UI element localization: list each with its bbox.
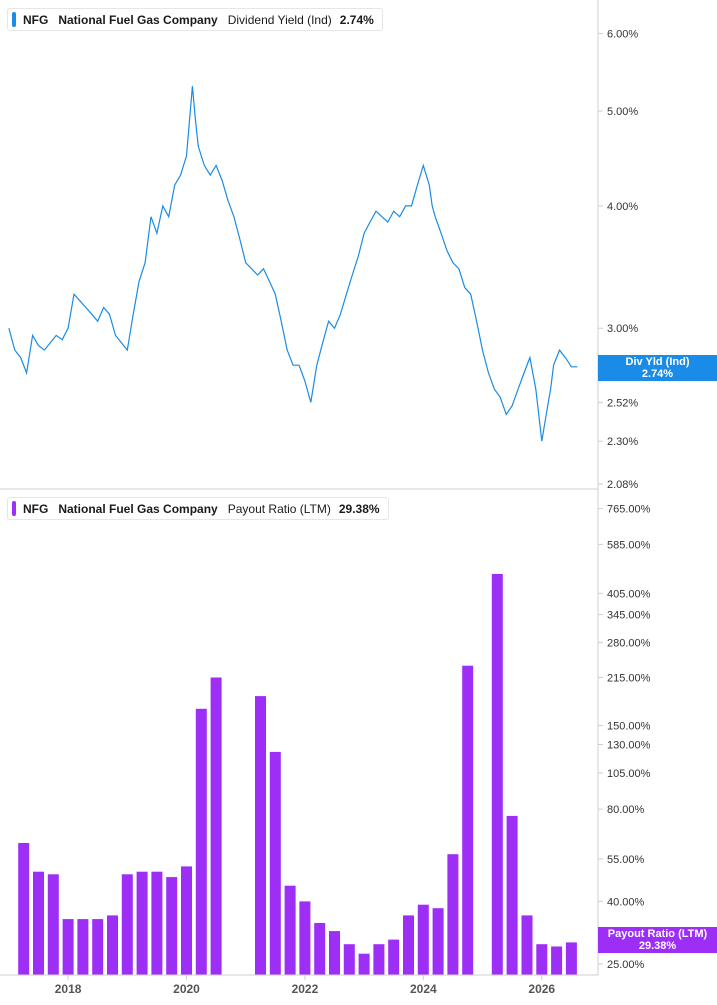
y-tick-label: 765.00% xyxy=(607,504,651,516)
y-tick-label: 25.00% xyxy=(607,959,645,971)
x-tick-label: 2026 xyxy=(528,982,555,996)
payout-bar xyxy=(107,915,118,975)
legend-ticker: NFG xyxy=(23,501,49,516)
legend-company: National Fuel Gas Company xyxy=(58,501,218,516)
top-y-axis: 6.00% 5.00% 4.00% 3.00% 2.52% 2.30% 2.08% xyxy=(598,28,638,491)
payout-bar xyxy=(403,915,414,975)
current-payout-label-title: Payout Ratio (LTM) xyxy=(607,928,708,940)
payout-ratio-bars xyxy=(18,574,577,975)
x-tick-label: 2024 xyxy=(410,982,437,996)
current-payout-label: Payout Ratio (LTM) 29.38% xyxy=(598,927,717,953)
top-legend[interactable]: NFG National Fuel Gas Company Dividend Y… xyxy=(7,8,383,31)
payout-bar xyxy=(210,677,222,975)
payout-bar xyxy=(77,919,89,975)
series-color-swatch xyxy=(12,12,16,27)
y-tick-label: 3.00% xyxy=(607,323,638,335)
y-tick-label: 2.30% xyxy=(607,436,638,448)
payout-bar xyxy=(491,574,503,975)
dividend-yield-line xyxy=(8,86,578,442)
payout-bar xyxy=(462,665,474,975)
payout-bar xyxy=(269,751,281,975)
legend-metric: Payout Ratio (LTM) xyxy=(227,501,331,516)
y-tick-label: 280.00% xyxy=(607,637,651,649)
y-tick-label: 105.00% xyxy=(607,768,651,780)
payout-bar xyxy=(18,843,30,975)
current-payout-label-value: 29.38% xyxy=(638,940,677,952)
payout-bar xyxy=(314,923,326,975)
payout-bar xyxy=(255,696,266,975)
current-yield-label-title: Div Yld (Ind) xyxy=(625,356,690,368)
legend-ticker: NFG xyxy=(23,12,49,27)
payout-bar xyxy=(299,901,311,975)
payout-bar xyxy=(284,885,296,975)
y-tick-label: 5.00% xyxy=(607,106,638,118)
payout-bar xyxy=(62,919,74,975)
payout-bar xyxy=(432,908,444,975)
payout-bar xyxy=(358,953,370,975)
y-tick-label: 345.00% xyxy=(607,610,651,622)
dividend-yield-panel: 6.00% 5.00% 4.00% 3.00% 2.52% 2.30% 2.08% xyxy=(8,28,638,491)
payout-bar xyxy=(92,919,104,975)
payout-bar xyxy=(33,871,44,975)
legend-metric: Dividend Yield (Ind) xyxy=(227,12,332,27)
y-tick-label: 585.00% xyxy=(607,539,651,551)
bottom-y-axis: 765.00% 585.00% 405.00% 345.00% 280.00% 215.0… xyxy=(598,504,651,971)
payout-bar xyxy=(565,942,577,975)
y-tick-label: 4.00% xyxy=(607,201,638,213)
y-tick-label: 130.00% xyxy=(607,740,651,752)
payout-bar xyxy=(447,854,459,975)
payout-bar xyxy=(506,815,518,975)
x-tick-label: 2020 xyxy=(173,982,200,996)
payout-bar xyxy=(47,874,59,975)
bottom-legend[interactable]: NFG National Fuel Gas Company Payout Rat… xyxy=(7,497,389,520)
payout-bar xyxy=(373,944,385,975)
payout-bar xyxy=(551,946,563,975)
payout-bar xyxy=(121,874,133,975)
payout-bar xyxy=(343,944,355,975)
current-yield-label-value: 2.74% xyxy=(641,368,674,380)
current-yield-label: Div Yld (Ind) 2.74% xyxy=(598,355,717,381)
payout-bar xyxy=(151,871,163,975)
payout-bar xyxy=(195,708,207,975)
payout-bar xyxy=(166,877,178,975)
legend-value: 29.38% xyxy=(338,501,380,516)
y-tick-label: 215.00% xyxy=(607,673,651,685)
y-tick-label: 2.52% xyxy=(607,397,638,409)
payout-bar xyxy=(521,915,533,975)
legend-value: 2.74% xyxy=(339,12,374,27)
x-tick-label: 2018 xyxy=(55,982,82,996)
x-tick-label: 2022 xyxy=(292,982,319,996)
y-tick-label: 55.00% xyxy=(607,854,645,866)
y-tick-label: 405.00% xyxy=(607,588,651,600)
y-tick-label: 40.00% xyxy=(607,896,645,908)
y-tick-label: 80.00% xyxy=(607,804,645,816)
y-tick-label: 150.00% xyxy=(607,720,651,732)
x-axis: 2018 2020 2022 2024 2026 xyxy=(55,975,555,996)
legend-company: National Fuel Gas Company xyxy=(58,12,218,27)
payout-ratio-panel: 765.00% 585.00% 405.00% 345.00% 280.00% 215.0… xyxy=(18,504,651,975)
y-tick-label: 6.00% xyxy=(607,28,638,40)
payout-bar xyxy=(536,944,548,975)
payout-bar xyxy=(181,866,192,975)
payout-bar xyxy=(329,931,340,975)
payout-bar xyxy=(417,904,429,975)
series-color-swatch xyxy=(12,501,16,516)
payout-bar xyxy=(388,939,400,975)
payout-bar xyxy=(136,871,148,975)
y-tick-label: 2.08% xyxy=(607,479,638,491)
